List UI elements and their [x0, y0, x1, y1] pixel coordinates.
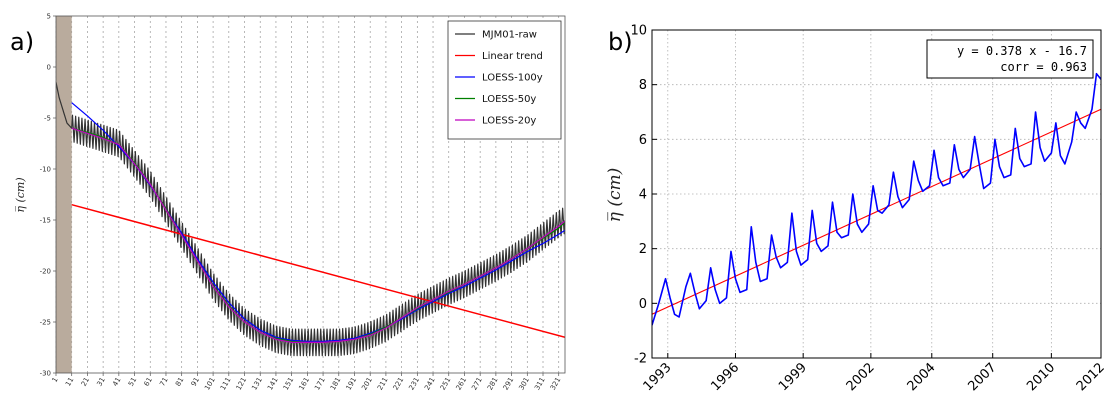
- panel-label-a: a): [10, 28, 34, 56]
- legend-label-a: LOESS-100y: [482, 73, 543, 84]
- annotation-box: [926, 39, 1094, 79]
- panel-label-b: b): [608, 28, 633, 56]
- x-tick-label-a: 281: [486, 376, 500, 392]
- x-tick-label-a: 121: [235, 376, 249, 392]
- legend-box-a: [447, 20, 562, 140]
- x-tick-label-a: 291: [502, 376, 516, 392]
- y-axis-label-b: η̅ (cm): [605, 168, 625, 223]
- series-line-a-2: [71, 203, 565, 339]
- x-tick-label-a: 271: [470, 376, 484, 392]
- x-tick-label-b: 2007: [966, 360, 1000, 394]
- series-line-trend: [652, 108, 1101, 315]
- x-tick-label-a: 141: [266, 376, 280, 392]
- series-line-a-5: [71, 127, 565, 343]
- x-tick-label-b: 2002: [844, 360, 878, 394]
- x-tick-label-b: 1996: [708, 360, 742, 394]
- x-tick-label-a: 241: [423, 376, 437, 392]
- y-tick-label-b: 4: [639, 188, 647, 203]
- x-tick-label-a: 21: [80, 376, 91, 388]
- x-tick-label-a: 191: [345, 376, 359, 392]
- y-tick-label-b: 0: [639, 297, 647, 312]
- y-tick-label-a: -5: [44, 115, 51, 123]
- x-tick-label-a: 71: [158, 376, 169, 388]
- x-tick-label-a: 251: [439, 376, 453, 392]
- x-tick-label-a: 231: [407, 376, 421, 392]
- x-tick-label-a: 311: [533, 376, 547, 392]
- x-tick-label-a: 81: [174, 376, 185, 388]
- series-line-observed: [652, 72, 1101, 326]
- y-tick-label-b: 8: [639, 78, 647, 93]
- y-tick-label-a: 5: [47, 13, 51, 21]
- x-tick-label-b: 1999: [776, 360, 810, 394]
- x-tick-label-a: 51: [127, 376, 138, 388]
- grid-b: [652, 30, 1101, 358]
- x-tick-label-b: 2012: [1074, 360, 1108, 394]
- correlation-value: corr = 0.963: [1000, 60, 1087, 74]
- chart-a: a) η̅ (cm) 50-5-10-15-20-25-30 1 11 21 31 41…: [10, 13, 566, 392]
- x-tick-label-a: 301: [517, 376, 531, 392]
- x-tick-label-a: 41: [111, 376, 122, 388]
- x-tick-label-a: 221: [392, 376, 406, 392]
- y-tick-label-a: -15: [40, 217, 51, 225]
- legend-a: MJM01-raw Linear trend LOESS-100y LOESS-50y…: [447, 20, 562, 140]
- y-tick-label-a: -25: [40, 319, 51, 327]
- x-tick-label-a: 61: [143, 376, 154, 388]
- regression-annotation: y = 0.378 x - 16.7 corr = 0.963: [926, 39, 1094, 79]
- x-tick-label-b: 2004: [905, 360, 939, 394]
- y-tick-label-b: 10: [630, 24, 647, 39]
- y-tick-label-a: -30: [40, 370, 51, 378]
- x-tick-label-a: 261: [455, 376, 469, 392]
- axes-frame-a: [55, 15, 566, 374]
- regression-equation: y = 0.378 x - 16.7: [957, 44, 1087, 58]
- legend-label-a: Linear trend: [482, 51, 543, 62]
- legend-label-a: LOESS-50y: [482, 94, 536, 105]
- x-tick-label-a: 171: [313, 376, 327, 392]
- x-tick-label-a: 201: [360, 376, 374, 392]
- x-tick-label-a: 161: [297, 376, 311, 392]
- x-tick-label-a: 101: [203, 376, 217, 392]
- shaded-region: [56, 16, 72, 373]
- x-tick-label-a: 91: [190, 376, 201, 388]
- x-tick-label-a: 181: [329, 376, 343, 392]
- x-tick-label-a: 11: [64, 376, 75, 388]
- x-tick-label-a: 151: [282, 376, 296, 392]
- y-axis-label-a: η̅ (cm): [14, 177, 27, 212]
- y-tick-label-a: 0: [47, 64, 51, 72]
- x-tick-label-a: 211: [376, 376, 390, 392]
- x-tick-label-a: 321: [549, 376, 563, 392]
- y-tick-label-a: -20: [40, 268, 51, 276]
- x-tick-label-a: 31: [95, 376, 106, 388]
- y-tick-label-a: -10: [40, 166, 51, 174]
- y-tick-label-b: -2: [634, 352, 647, 367]
- x-tick-label-b: 2010: [1024, 360, 1058, 394]
- x-tick-label-a: 1: [51, 376, 60, 384]
- x-tick-label-a: 111: [219, 376, 233, 392]
- x-tick-label-a: 131: [250, 376, 264, 392]
- y-tick-label-b: 2: [639, 242, 647, 257]
- legend-label-a: MJM01-raw: [482, 30, 537, 41]
- y-tick-label-b: 6: [639, 133, 647, 148]
- legend-label-a: LOESS-20y: [482, 116, 536, 127]
